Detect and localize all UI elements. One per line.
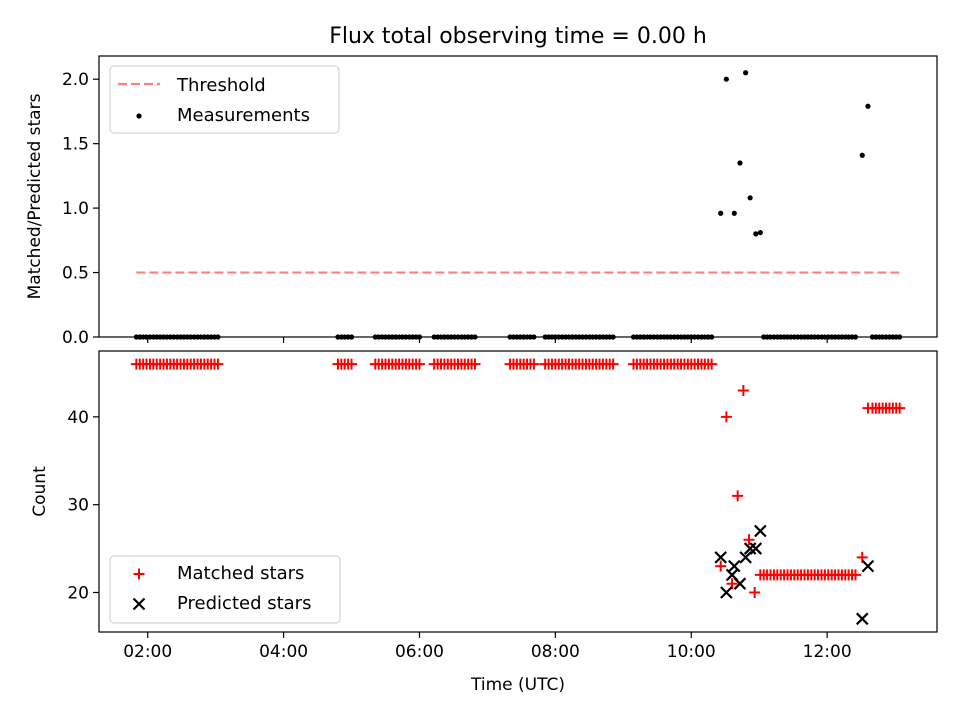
measurement-point <box>865 103 871 109</box>
legend-matched-label: Matched stars <box>177 563 304 584</box>
bottom-legend: Matched stars Predicted stars <box>109 555 341 624</box>
bottom-axes-frame <box>98 350 938 633</box>
predicted-star-point <box>733 577 747 590</box>
matched-star-point <box>732 490 744 502</box>
matched-star-point <box>607 358 619 370</box>
top-legend-box <box>109 65 340 134</box>
top-legend: Threshold Measurements <box>109 65 340 134</box>
bottom-ylabel: Count <box>30 466 50 517</box>
bottom-panel: 20 30 40 02:00 04:00 06:00 08:00 10:00 12:00 Time… <box>30 350 938 695</box>
bottom-legend-box <box>109 555 341 624</box>
matched-star-point <box>737 385 749 397</box>
measurement-point <box>753 231 759 237</box>
measurement-point <box>718 210 724 216</box>
measurement-point <box>723 76 729 82</box>
measurement-point <box>747 195 753 201</box>
bottom-xtick-label: 10:00 <box>667 642 716 662</box>
bottom-ytick-label: 20 <box>67 583 89 603</box>
matched-star-point <box>894 402 906 414</box>
predicted-star-point <box>754 524 767 538</box>
bottom-ytick-label: 30 <box>67 496 89 516</box>
predicted-star-point <box>728 559 741 573</box>
legend-measurements-swatch <box>136 113 142 119</box>
legend-matched-swatch <box>133 568 145 580</box>
measurement-point <box>731 210 737 216</box>
top-ytick-label: 0.5 <box>62 264 89 284</box>
bottom-xtick-label: 02:00 <box>123 642 172 662</box>
top-ytick-label: 2.0 <box>62 70 89 90</box>
legend-predicted-swatch <box>132 597 146 611</box>
predicted-star-point <box>855 612 869 626</box>
matched-star-point <box>720 411 732 423</box>
matched-star-point <box>469 358 481 370</box>
top-axes-frame <box>98 55 938 338</box>
measurement-point <box>737 160 743 166</box>
bottom-ytick-label: 40 <box>67 408 89 428</box>
legend-threshold-label: Threshold <box>176 75 266 96</box>
matched-star-point <box>346 358 358 370</box>
predicted-star-point <box>743 542 757 555</box>
top-ylabel: Matched/Predicted stars <box>25 93 45 299</box>
matched-star-point <box>715 560 727 572</box>
predicted-star-point <box>739 551 752 564</box>
bottom-xtick-label: 04:00 <box>259 642 308 662</box>
predicted-star-point <box>861 559 875 573</box>
bottom-xtick-label: 12:00 <box>803 642 852 662</box>
matched-star-point <box>749 586 761 598</box>
bottom-xlabel: Time (UTC) <box>470 675 565 695</box>
matched-star-point <box>706 358 718 370</box>
legend-predicted-label: Predicted stars <box>177 593 311 614</box>
top-ytick-label: 1.5 <box>62 135 89 155</box>
bottom-xtick-label: 06:00 <box>395 642 444 662</box>
top-ytick-label: 1.0 <box>62 199 89 219</box>
chart-title: Flux total observing time = 0.00 h <box>329 24 707 49</box>
matched-star-point <box>212 358 224 370</box>
measurement-point <box>743 70 749 76</box>
matched-star-point <box>743 534 755 546</box>
matched-star-point <box>528 358 540 370</box>
measurement-point <box>859 152 865 158</box>
top-panel: 0.0 0.5 1.0 1.5 2.0 Matched/Predicted stars Th… <box>25 55 938 348</box>
legend-measurements-label: Measurements <box>177 105 310 126</box>
predicted-star-point <box>720 586 733 599</box>
predicted-star-point <box>714 551 727 564</box>
top-ytick-label: 0.0 <box>62 328 89 348</box>
matched-star-point <box>413 358 425 370</box>
matched-star-point <box>849 569 861 581</box>
predicted-star-point <box>749 542 763 555</box>
bottom-xtick-label: 08:00 <box>531 642 580 662</box>
measurement-point <box>757 229 763 236</box>
